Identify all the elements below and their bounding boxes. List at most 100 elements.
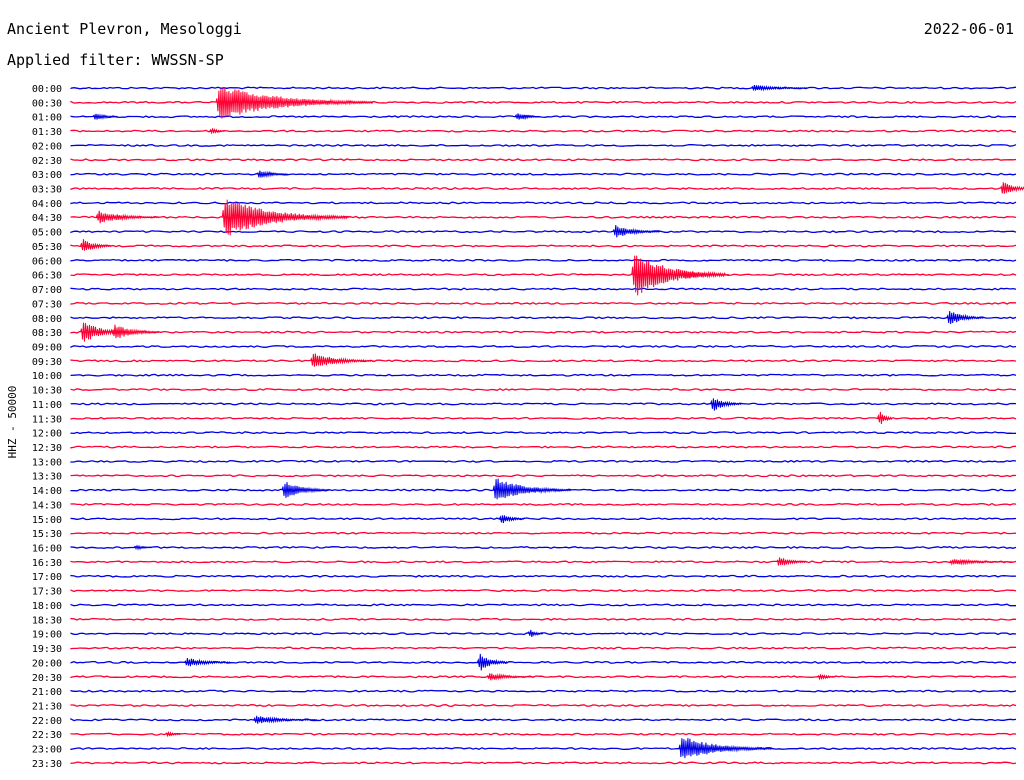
trace-line — [70, 689, 1017, 693]
row-time-label: 11:30 — [32, 414, 62, 425]
trace-line — [70, 186, 1017, 191]
trace-line — [70, 344, 1017, 349]
seismic-event — [709, 398, 742, 411]
trace-line — [70, 474, 1017, 478]
seismic-event — [221, 199, 349, 236]
row-time-label: 13:00 — [32, 457, 62, 468]
row-time-label: 02:30 — [32, 156, 62, 167]
row-time-label: 10:00 — [32, 371, 62, 382]
seismic-event — [946, 310, 985, 325]
trace-line — [70, 545, 1017, 550]
seismic-event — [999, 182, 1024, 194]
trace-line — [70, 215, 1017, 219]
row-time-label: 16:00 — [32, 544, 62, 555]
trace-line — [70, 86, 1017, 90]
row-time-label: 02:00 — [32, 141, 62, 152]
row-time-label: 22:30 — [32, 730, 62, 741]
filter-label: Applied filter: WWSSN-SP — [7, 51, 224, 69]
row-time-label: 01:00 — [32, 113, 62, 124]
trace-line — [70, 402, 1017, 406]
row-time-label: 21:30 — [32, 701, 62, 712]
row-time-label: 00:00 — [32, 84, 62, 95]
trace-line — [70, 617, 1017, 621]
trace-line — [70, 574, 1017, 578]
trace-line — [70, 158, 1017, 162]
trace-line — [70, 359, 1017, 363]
row-time-label: 04:00 — [32, 199, 62, 210]
trace-line — [70, 632, 1017, 636]
trace-line — [70, 316, 1017, 320]
trace-line — [70, 703, 1017, 708]
row-time-label: 19:00 — [32, 630, 62, 641]
seismic-event — [817, 674, 836, 681]
trace-line — [70, 301, 1016, 305]
trace-line — [70, 143, 1017, 147]
trace-line — [70, 531, 1017, 535]
row-time-label: 10:30 — [32, 386, 62, 397]
seismic-event — [281, 482, 330, 498]
trace-line — [70, 445, 1017, 449]
seismic-event — [876, 411, 893, 424]
trace-line — [70, 172, 1017, 176]
seismic-event — [215, 87, 374, 119]
seismic-event — [256, 170, 289, 179]
trace-line — [70, 732, 1017, 736]
seismic-event — [476, 653, 509, 671]
trace-line — [70, 258, 1017, 262]
row-time-label: 09:30 — [32, 357, 62, 368]
seismic-event — [165, 730, 181, 738]
row-time-label: 07:30 — [32, 299, 62, 310]
trace-line — [70, 373, 1017, 377]
trace-line — [70, 244, 1017, 248]
seismic-event — [111, 324, 160, 339]
seismic-event — [492, 478, 572, 500]
row-time-label: 20:30 — [32, 673, 62, 684]
trace-line — [70, 431, 1017, 435]
trace-line — [70, 459, 1017, 463]
trace-line — [70, 129, 1017, 133]
trace-line — [70, 330, 1017, 334]
row-time-label: 11:00 — [32, 400, 62, 411]
row-time-label: 22:00 — [32, 716, 62, 727]
row-time-label: 00:30 — [32, 98, 62, 109]
row-time-label: 04:30 — [32, 213, 62, 224]
row-time-label: 03:30 — [32, 185, 62, 196]
row-time-label: 14:30 — [32, 500, 62, 511]
trace-line — [70, 560, 1017, 564]
row-time-label: 23:00 — [32, 745, 62, 756]
row-time-label: 15:30 — [32, 529, 62, 540]
seismic-event — [527, 629, 544, 637]
row-time-label: 12:00 — [32, 429, 62, 440]
row-time-label: 17:30 — [32, 587, 62, 598]
row-time-label: 03:00 — [32, 170, 62, 181]
row-time-label: 05:00 — [32, 228, 62, 239]
seismic-event — [133, 544, 153, 551]
trace-line — [70, 589, 1017, 593]
seismic-event — [95, 210, 160, 224]
trace-line — [70, 416, 1017, 420]
row-time-label: 06:00 — [32, 256, 62, 267]
row-time-label: 16:30 — [32, 558, 62, 569]
row-time-label: 12:30 — [32, 443, 62, 454]
trace-line — [70, 502, 1017, 506]
row-time-label: 09:00 — [32, 342, 62, 353]
trace-line — [70, 761, 1017, 765]
seismic-event — [209, 127, 225, 135]
trace-line — [70, 287, 1017, 291]
trace-line — [70, 603, 1017, 607]
station-title: Ancient Plevron, Mesologgi — [7, 20, 242, 38]
y-axis-label: HHZ - 50000 — [6, 386, 19, 459]
row-time-label: 06:30 — [32, 271, 62, 282]
row-time-label: 18:30 — [32, 615, 62, 626]
row-time-label: 20:00 — [32, 658, 62, 669]
seismic-event — [486, 672, 534, 681]
row-time-label: 18:00 — [32, 601, 62, 612]
trace-line — [70, 388, 1016, 392]
seismic-event — [514, 113, 541, 121]
row-time-label: 21:00 — [32, 687, 62, 698]
date-label: 2022-06-01 — [923, 20, 1014, 38]
row-time-label: 15:00 — [32, 515, 62, 526]
row-time-label: 08:00 — [32, 314, 62, 325]
trace-line — [70, 230, 1017, 234]
